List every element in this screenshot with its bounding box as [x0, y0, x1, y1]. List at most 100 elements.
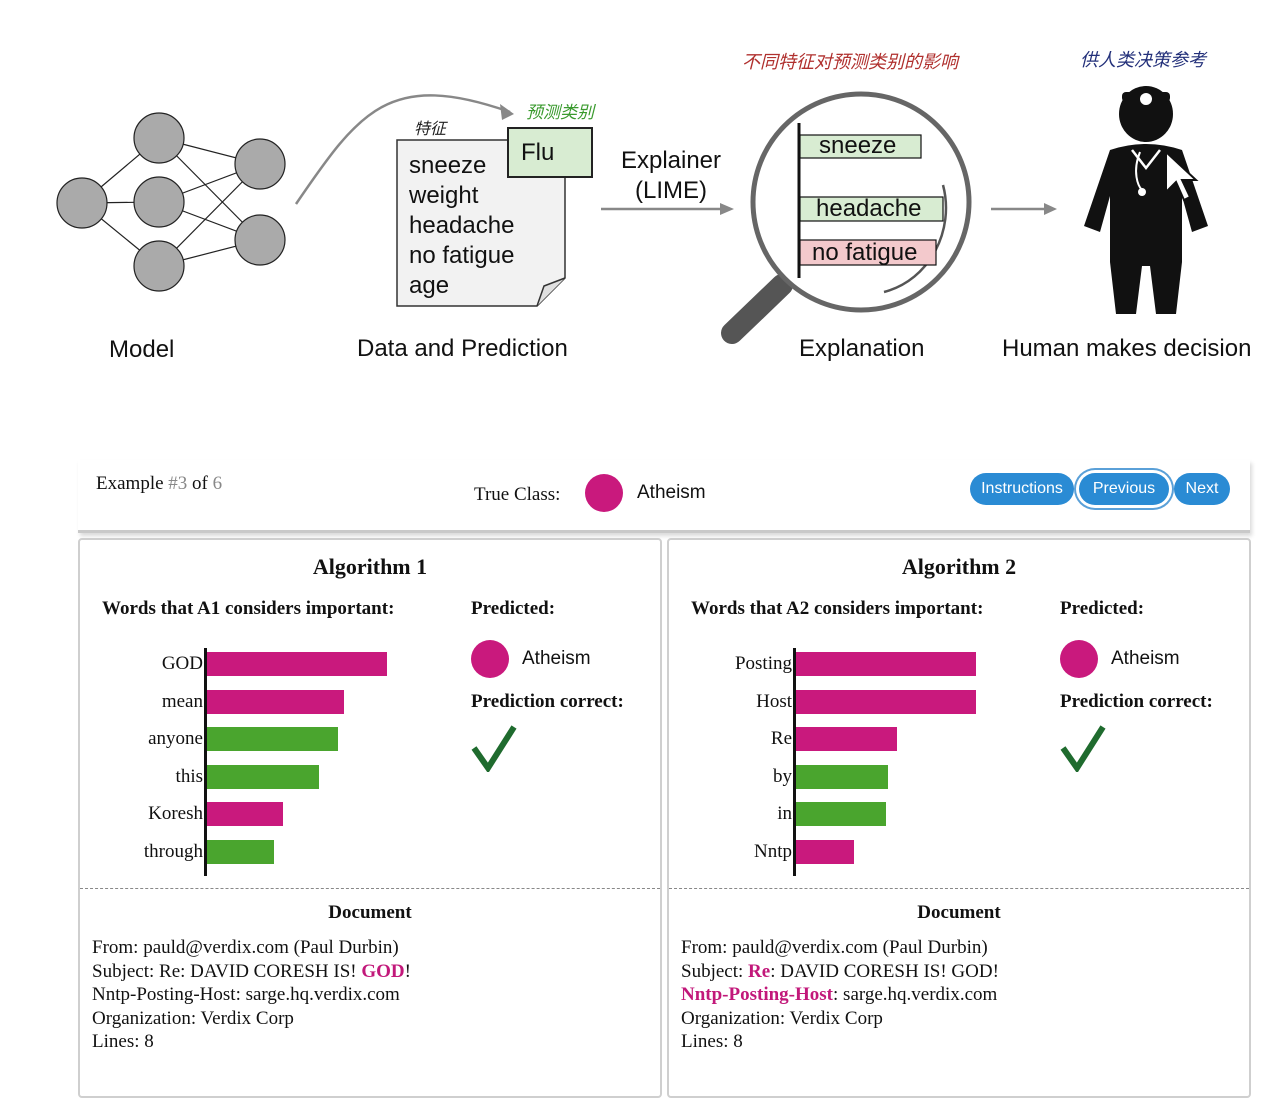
document-body: From: pauld@verdix.com (Paul Durbin) Sub…	[681, 936, 999, 1054]
true-class-label: True Class:	[474, 484, 561, 505]
importance-bar	[207, 689, 344, 714]
doc-lines: Lines: 8	[92, 1031, 154, 1052]
doc-subject-text: Subject: Re: DAVID CORESH IS!	[92, 960, 362, 982]
bar-label: anyone	[148, 728, 203, 750]
bar-label: Re	[770, 728, 792, 750]
checkmark-icon	[471, 725, 517, 772]
example-of: of	[187, 473, 213, 494]
explainer-label: Explainer (LIME)	[604, 146, 738, 206]
checkmark-icon	[1060, 725, 1106, 772]
doc-subject-text: !	[404, 960, 411, 982]
bar-label: GOD	[161, 653, 203, 674]
neural-network-icon	[56, 112, 286, 292]
prediction-correct-label: Prediction correct:	[471, 691, 624, 712]
bar-label: Host	[756, 690, 792, 712]
predicted-class-dot	[471, 640, 509, 678]
caption-explanation: Explanation	[799, 335, 925, 362]
doc-from: From: pauld@verdix.com (Paul Durbin)	[681, 937, 988, 958]
curved-arrow-icon	[294, 94, 511, 205]
caption-data-prediction: Data and Prediction	[357, 335, 568, 362]
document-title: Document	[328, 902, 412, 923]
predicted-class-dot	[1060, 640, 1098, 678]
decision-reference-label: 供人类决策参考	[1080, 50, 1206, 71]
algorithm-2-card: Algorithm 2 Words that A2 considers impo…	[667, 538, 1251, 1098]
predicted-class-name: Atheism	[522, 648, 591, 669]
doc-lines: Lines: 8	[681, 1031, 743, 1052]
doc-subject: Subject: Re: DAVID CORESH IS! GOD!	[681, 960, 999, 984]
doc-subject-text: : DAVID CORESH IS! GOD!	[770, 960, 999, 982]
prediction-box: Flu	[507, 127, 593, 178]
previous-button[interactable]: Previous	[1079, 473, 1169, 505]
true-class-name: Atheism	[637, 482, 706, 503]
magnifier-icon	[721, 91, 972, 344]
explainer-label-line: Explainer	[620, 147, 722, 174]
importance-bar	[207, 652, 387, 676]
card-divider	[669, 888, 1249, 889]
predicted-class-name: Atheism	[1111, 648, 1180, 669]
example-total: 6	[212, 473, 223, 494]
feature-list: sneeze weight headache no fatigue age	[409, 151, 514, 301]
comparison-panel: Example #3 of 6 True Class: Atheism Inst…	[78, 460, 1251, 1098]
document-body: From: pauld@verdix.com (Paul Durbin) Sub…	[92, 936, 411, 1054]
doc-host: Nntp-Posting-Host: sarge.hq.verdix.com	[681, 983, 999, 1007]
predicted-class-label: 预测类别	[526, 103, 594, 123]
bar-label: this	[175, 765, 203, 787]
importance-bar	[207, 727, 338, 752]
doc-subject-text: Subject:	[681, 960, 749, 982]
feature-item: headache	[409, 212, 515, 239]
importance-bar	[796, 652, 976, 676]
chart-axis	[204, 648, 207, 876]
importance-bar	[796, 840, 854, 864]
importance-bar	[796, 727, 897, 752]
importance-bar	[796, 764, 888, 789]
true-class-dot	[585, 474, 623, 512]
importance-chart-a1: GOD mean anyone this Koresh through	[80, 640, 480, 880]
doctor-icon	[1084, 86, 1208, 314]
example-counter: Example #3 of 6	[96, 473, 222, 495]
explanation-feature-sneeze: sneeze	[819, 132, 897, 159]
feature-influence-label: 不同特征对预测类别的影响	[742, 52, 958, 73]
prediction-correct-label: Prediction correct:	[1060, 691, 1213, 712]
diagram-graphics	[56, 86, 1208, 344]
feature-item: age	[409, 272, 450, 299]
doc-subject: Subject: Re: DAVID CORESH IS! GOD!	[92, 960, 411, 984]
bar-label: Koresh	[148, 803, 203, 825]
importance-bar	[207, 840, 274, 864]
algorithm-title: Algorithm 2	[901, 554, 1017, 579]
doc-host-text: : sarge.hq.verdix.com	[833, 984, 998, 1005]
explanation-feature-headache: headache	[816, 195, 922, 222]
lime-diagram: 特征 预测类别 Flu sneeze weight headache no fa…	[0, 0, 1276, 400]
importance-chart-a2: Posting Host Re by in Nntp	[669, 640, 1069, 880]
predicted-label: Predicted:	[1060, 598, 1145, 619]
features-label: 特征	[414, 119, 447, 138]
bar-label: Posting	[734, 653, 792, 674]
explainer-label-line: (LIME)	[635, 177, 707, 204]
bar-label: in	[777, 803, 792, 825]
words-heading: Words that A1 considers important:	[102, 598, 395, 619]
bar-label: by	[773, 765, 792, 787]
doc-host: Nntp-Posting-Host: sarge.hq.verdix.com	[92, 983, 411, 1007]
cursor-icon	[1165, 149, 1199, 202]
instructions-button[interactable]: Instructions	[970, 473, 1074, 505]
feature-item: weight	[409, 182, 479, 209]
importance-bar	[207, 802, 283, 827]
card-divider	[80, 888, 660, 889]
feature-item: sneeze	[409, 152, 487, 179]
example-prefix: Example	[96, 473, 169, 494]
bar-label: mean	[161, 690, 203, 712]
algorithm-title: Algorithm 1	[312, 554, 428, 579]
caption-human-decision: Human makes decision	[1002, 335, 1252, 362]
importance-bar	[207, 764, 319, 789]
next-button[interactable]: Next	[1174, 473, 1230, 505]
doc-highlight-word: Re	[748, 960, 771, 982]
words-heading: Words that A2 considers important:	[691, 598, 984, 619]
doc-highlight-word: GOD	[361, 960, 405, 982]
feature-item: no fatigue	[409, 242, 515, 269]
example-current: #3	[168, 473, 188, 494]
explanation-feature-no-fatigue: no fatigue	[812, 239, 918, 266]
doc-org: Organization: Verdix Corp	[92, 1007, 294, 1029]
algorithm-1-card: Algorithm 1 Words that A1 considers impo…	[78, 538, 662, 1098]
predicted-label: Predicted:	[471, 598, 556, 619]
bar-label: Nntp	[754, 841, 792, 862]
document-title: Document	[917, 902, 1001, 923]
